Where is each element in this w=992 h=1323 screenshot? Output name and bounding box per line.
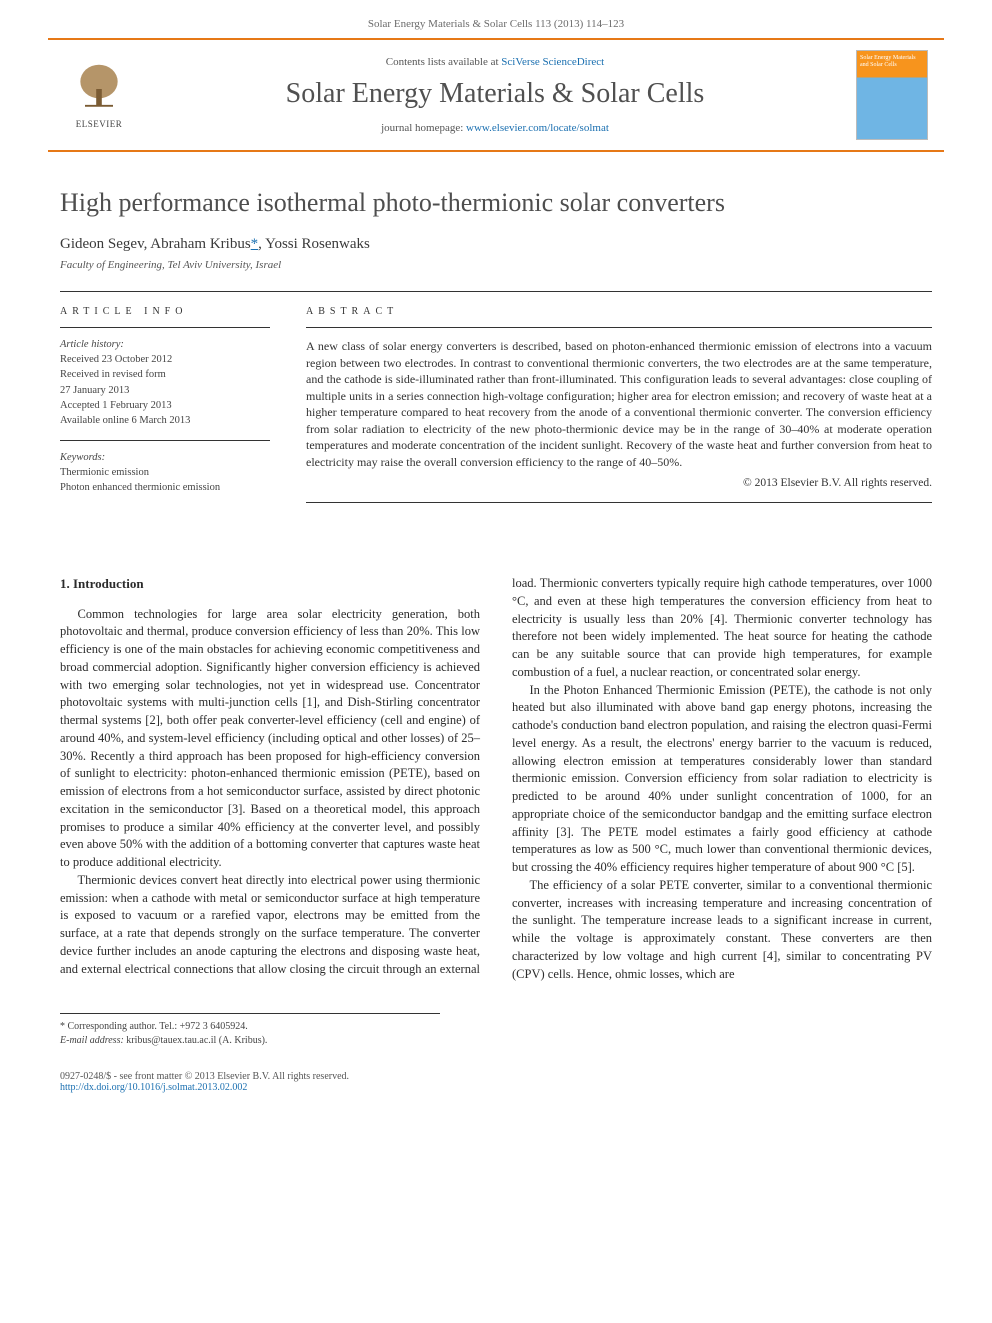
- rule-top: [60, 291, 932, 292]
- history-label: Article history:: [60, 338, 270, 352]
- authors-tail: , Yossi Rosenwaks: [258, 236, 370, 252]
- body-paragraph: In the Photon Enhanced Thermionic Emissi…: [512, 682, 932, 877]
- article-info-label: ARTICLE INFO: [60, 306, 270, 317]
- journal-header-bar: ELSEVIER Contents lists available at Sci…: [48, 38, 944, 152]
- elsevier-label: ELSEVIER: [76, 119, 123, 129]
- homepage-link[interactable]: www.elsevier.com/locate/solmat: [466, 122, 609, 134]
- history-line: Available online 6 March 2013: [60, 414, 270, 428]
- bottom-meta: 0927-0248/$ - see front matter © 2013 El…: [60, 1071, 932, 1093]
- keywords-label: Keywords:: [60, 451, 270, 465]
- homepage-prefix: journal homepage:: [381, 122, 466, 134]
- email-line: E-mail address: kribus@tauex.tau.ac.il (…: [60, 1034, 440, 1048]
- tree-icon: [71, 61, 127, 117]
- history-line: Received in revised form: [60, 368, 270, 382]
- info-abstract-row: ARTICLE INFO Article history: Received 2…: [60, 306, 932, 513]
- doi-prefix-link[interactable]: http://dx.doi.org/: [60, 1082, 128, 1093]
- contents-prefix: Contents lists available at: [386, 56, 501, 68]
- affiliation: Faculty of Engineering, Tel Aviv Univers…: [60, 259, 932, 271]
- section-heading: 1. Introduction: [60, 575, 480, 593]
- abstract-label: ABSTRACT: [306, 306, 932, 317]
- journal-cover-thumb: Solar Energy Materials and Solar Cells: [856, 50, 928, 140]
- abstract-text: A new class of solar energy converters i…: [306, 338, 932, 470]
- body-paragraph: Common technologies for large area solar…: [60, 606, 480, 872]
- history-line: 27 January 2013: [60, 384, 270, 398]
- elsevier-logo: ELSEVIER: [64, 55, 134, 135]
- sciencedirect-link[interactable]: SciVerse ScienceDirect: [501, 56, 604, 68]
- thumb-title: Solar Energy Materials and Solar Cells: [860, 55, 924, 68]
- contents-line: Contents lists available at SciVerse Sci…: [150, 56, 840, 68]
- article-title: High performance isothermal photo-thermi…: [60, 188, 932, 218]
- keyword: Thermionic emission: [60, 466, 270, 480]
- issn-line: 0927-0248/$ - see front matter © 2013 El…: [60, 1071, 932, 1082]
- doi-link[interactable]: 10.1016/j.solmat.2013.02.002: [128, 1082, 248, 1093]
- email-value: kribus@tauex.tau.ac.il (A. Kribus).: [126, 1035, 267, 1046]
- authors-lead: Gideon Segev, Abraham Kribus: [60, 236, 251, 252]
- doi-line: http://dx.doi.org/10.1016/j.solmat.2013.…: [60, 1082, 932, 1093]
- keyword: Photon enhanced thermionic emission: [60, 481, 270, 495]
- authors: Gideon Segev, Abraham Kribus*, Yossi Ros…: [60, 236, 932, 253]
- email-label: E-mail address:: [60, 1035, 124, 1046]
- article-info: ARTICLE INFO Article history: Received 2…: [60, 306, 270, 513]
- abstract-copyright: © 2013 Elsevier B.V. All rights reserved…: [306, 476, 932, 492]
- history-line: Accepted 1 February 2013: [60, 399, 270, 413]
- homepage-line: journal homepage: www.elsevier.com/locat…: [150, 122, 840, 134]
- corresponding-author: * Corresponding author. Tel.: +972 3 640…: [60, 1020, 440, 1034]
- body-columns: 1. Introduction Common technologies for …: [60, 575, 932, 983]
- header-center: Contents lists available at SciVerse Sci…: [150, 56, 840, 134]
- abstract: ABSTRACT A new class of solar energy con…: [306, 306, 932, 513]
- running-head: Solar Energy Materials & Solar Cells 113…: [0, 0, 992, 38]
- footnotes: * Corresponding author. Tel.: +972 3 640…: [60, 1013, 440, 1047]
- journal-name: Solar Energy Materials & Solar Cells: [150, 78, 840, 110]
- history-line: Received 23 October 2012: [60, 353, 270, 367]
- body-paragraph: The efficiency of a solar PETE converter…: [512, 877, 932, 984]
